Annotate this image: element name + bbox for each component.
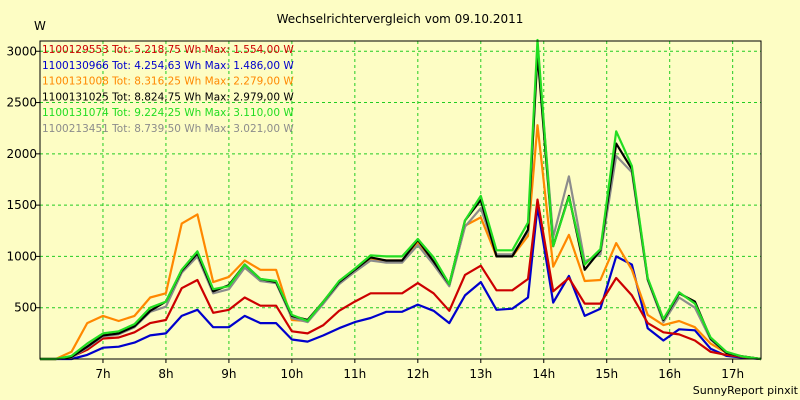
x-tick-label: 16h: [658, 367, 681, 381]
x-tick-label: 7h: [95, 367, 110, 381]
plot-border: [39, 40, 762, 360]
legend-entry-1100130966: 1100130966 Tot: 4.254,63 Wh Max: 1.486,0…: [42, 60, 294, 72]
y-tick-label: 2000: [6, 147, 37, 161]
x-tick-label: 8h: [158, 367, 173, 381]
x-tick-label: 14h: [532, 367, 555, 381]
series-line-1100129553: [40, 198, 762, 361]
y-axis-label: W: [34, 19, 46, 33]
chart-title: Wechselrichtervergleich vom 09.10.2011: [277, 12, 524, 26]
legend: 1100129553 Tot: 5.218,75 Wh Max: 1.554,0…: [42, 44, 294, 135]
legend-entry-1100131008: 1100131008 Tot: 8.316,25 Wh Max: 2.279,0…: [42, 76, 294, 88]
series-lines: [40, 38, 762, 361]
legend-entry-1100131025: 1100131025 Tot: 8.824,75 Wh Max: 2.979,0…: [42, 91, 294, 103]
x-tick-label: 10h: [280, 367, 303, 381]
y-tick-label: 1500: [6, 198, 37, 212]
x-tick-label: 17h: [721, 367, 744, 381]
x-ticks: 7h 8h 9h 10h 11h 12h 13h 14h 15h 16h 17h: [95, 359, 744, 381]
y-ticks: 500 1000 1500 2000 2500 3000: [6, 44, 40, 315]
legend-entry-1100213451: 1100213451 Tot: 8.739,50 Wh Max: 3.021,0…: [42, 123, 294, 135]
x-tick-label: 13h: [469, 367, 492, 381]
y-tick-label: 3000: [6, 44, 37, 58]
y-tick-label: 1000: [6, 249, 37, 263]
series-line-1100131074: [40, 38, 762, 361]
legend-entry-1100131074: 1100131074 Tot: 9.224,25 Wh Max: 3.110,0…: [42, 107, 294, 119]
legend-entry-1100129553: 1100129553 Tot: 5.218,75 Wh Max: 1.554,0…: [42, 44, 294, 56]
x-tick-label: 15h: [595, 367, 618, 381]
y-tick-label: 500: [14, 301, 37, 315]
x-tick-label: 11h: [343, 367, 366, 381]
y-tick-label: 2500: [6, 96, 37, 110]
x-tick-label: 12h: [406, 367, 429, 381]
x-tick-label: 9h: [221, 367, 236, 381]
footer-credit: SunnyReport pinxit: [693, 384, 799, 397]
